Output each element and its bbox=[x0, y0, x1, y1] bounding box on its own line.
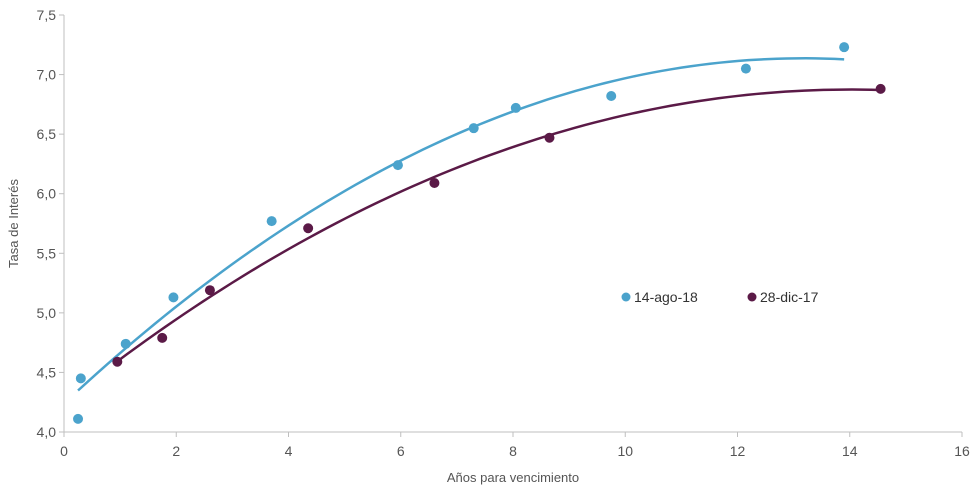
data-point-series-1 bbox=[741, 64, 751, 74]
axes bbox=[59, 15, 962, 437]
data-points bbox=[73, 42, 886, 424]
x-tick-label: 10 bbox=[617, 443, 633, 459]
y-tick-label: 7,0 bbox=[37, 67, 57, 83]
data-point-series-1 bbox=[76, 373, 86, 383]
x-tick-label: 6 bbox=[397, 443, 405, 459]
x-tick-label: 8 bbox=[509, 443, 517, 459]
legend: 14-ago-18 28-dic-17 bbox=[622, 289, 819, 305]
data-point-series-1 bbox=[121, 339, 131, 349]
y-axis-label: Tasa de Interés bbox=[6, 179, 21, 268]
tick-labels: 0 2 4 6 8 10 12 14 16 4,0 4,5 5,0 5,5 6,0 6,5 7,0 7,5 bbox=[37, 7, 970, 459]
data-point-series-1 bbox=[73, 414, 83, 424]
data-point-series-1 bbox=[168, 292, 178, 302]
x-axis-label: Años para vencimiento bbox=[447, 470, 579, 485]
trendline-series-1 bbox=[78, 58, 844, 390]
x-tick-label: 0 bbox=[60, 443, 68, 459]
x-tick-label: 4 bbox=[285, 443, 293, 459]
x-tick-label: 12 bbox=[730, 443, 746, 459]
x-tick-label: 16 bbox=[954, 443, 970, 459]
y-tick-label: 7,5 bbox=[37, 7, 57, 23]
data-point-series-1 bbox=[469, 123, 479, 133]
data-point-series-2 bbox=[157, 333, 167, 343]
data-point-series-1 bbox=[393, 160, 403, 170]
x-tick-label: 14 bbox=[842, 443, 858, 459]
data-point-series-1 bbox=[267, 216, 277, 226]
data-point-series-2 bbox=[544, 133, 554, 143]
data-point-series-2 bbox=[112, 357, 122, 367]
legend-marker-series-2 bbox=[748, 293, 757, 302]
trendlines bbox=[78, 58, 881, 390]
data-point-series-2 bbox=[876, 84, 886, 94]
trendline-series-2 bbox=[117, 90, 880, 362]
legend-label-series-1: 14-ago-18 bbox=[634, 289, 698, 305]
data-point-series-1 bbox=[606, 91, 616, 101]
legend-marker-series-1 bbox=[622, 293, 631, 302]
legend-label-series-2: 28-dic-17 bbox=[760, 289, 819, 305]
data-point-series-1 bbox=[511, 103, 521, 113]
x-tick-label: 2 bbox=[172, 443, 180, 459]
y-tick-label: 6,5 bbox=[37, 126, 57, 142]
y-tick-label: 6,0 bbox=[37, 186, 57, 202]
y-tick-label: 5,0 bbox=[37, 305, 57, 321]
y-tick-label: 4,0 bbox=[37, 424, 57, 440]
y-tick-label: 4,5 bbox=[37, 364, 57, 380]
data-point-series-2 bbox=[429, 178, 439, 188]
y-tick-label: 5,5 bbox=[37, 245, 57, 261]
data-point-series-2 bbox=[205, 285, 215, 295]
data-point-series-2 bbox=[303, 223, 313, 233]
data-point-series-1 bbox=[839, 42, 849, 52]
